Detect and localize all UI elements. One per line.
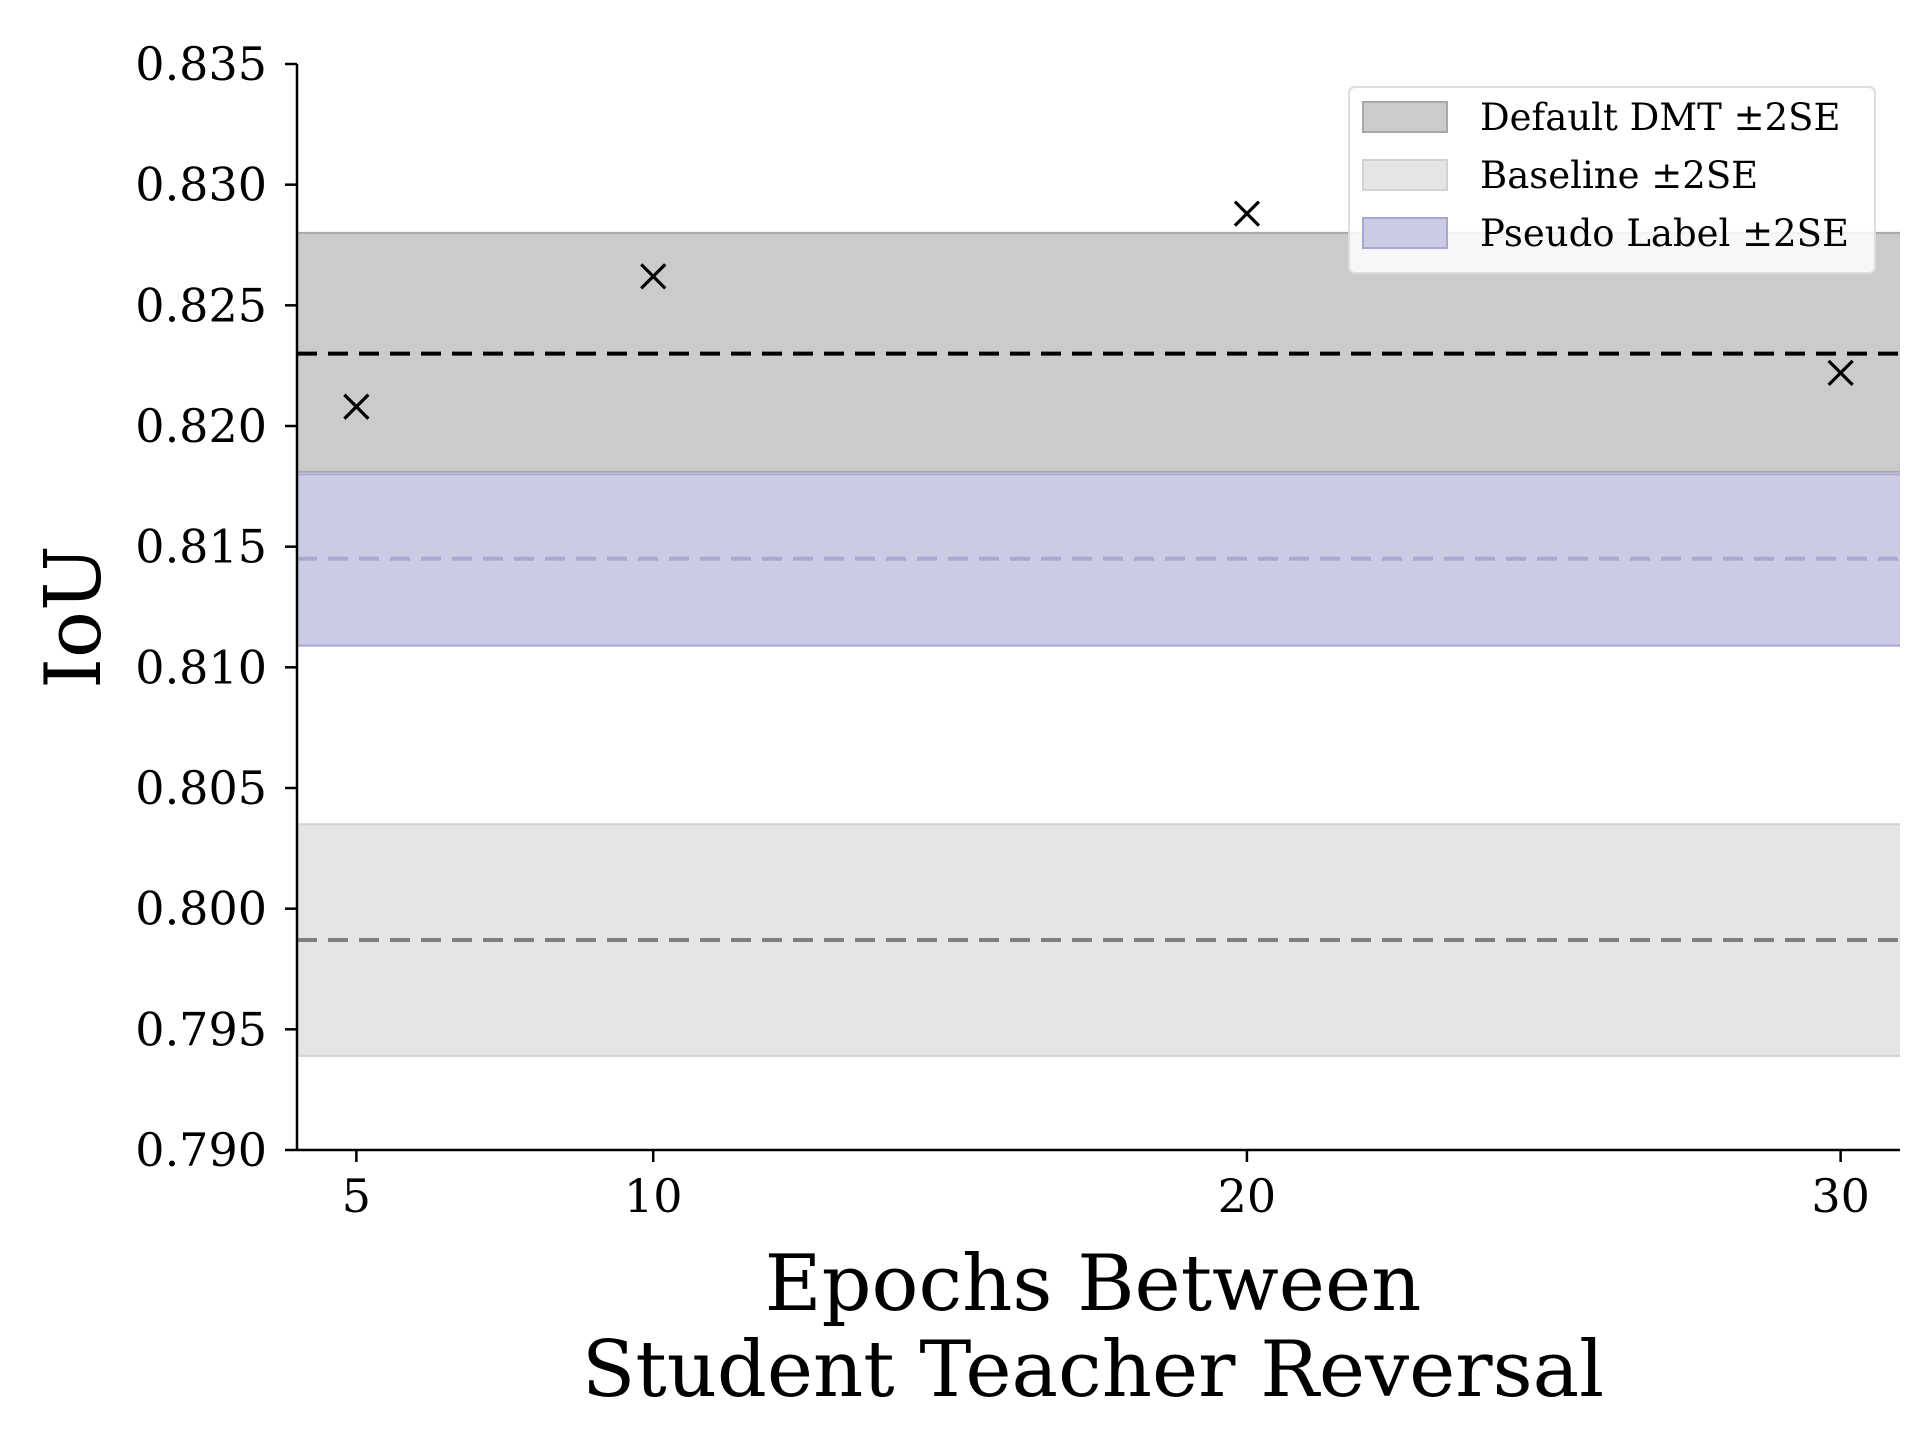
x-tick-label: 10 [624, 1169, 683, 1223]
legend-label-default-dmt: Default DMT ±2SE [1480, 96, 1841, 139]
band-baseline [297, 824, 1900, 1056]
x-axis-label-line-1: Epochs Between [765, 1239, 1422, 1329]
y-tick-label: 0.835 [135, 37, 267, 91]
y-axis-label: IoU [29, 545, 119, 689]
x-ticks: 5 10 20 30 [342, 1150, 1870, 1223]
y-tick-label: 0.805 [135, 761, 267, 815]
y-tick-label: 0.815 [135, 520, 267, 574]
data-point-x20 [1233, 200, 1261, 227]
y-tick-label: 0.800 [135, 882, 267, 936]
points-layer [343, 200, 1854, 420]
y-tick-label: 0.825 [135, 278, 267, 332]
legend-frame [1348, 86, 1876, 274]
legend-label-pseudo-label: Pseudo Label ±2SE [1480, 212, 1849, 255]
y-tick-label: 0.810 [135, 640, 267, 694]
y-tick-label: 0.830 [135, 158, 267, 212]
axes [295, 64, 1900, 1152]
legend-swatch-baseline [1362, 159, 1448, 191]
data-point-stroke-b [1233, 200, 1261, 227]
data-point-stroke-b [343, 393, 370, 420]
legend-swatch-pseudo-label [1362, 217, 1448, 249]
data-point-x5 [343, 393, 370, 420]
x-tick-label: 30 [1811, 1169, 1870, 1223]
legend: Default DMT ±2SE Baseline ±2SE Pseudo Labe… [1348, 86, 1876, 274]
y-ticks: 0.790 0.795 0.800 0.805 0.810 0.815 0.820 0.825… [135, 37, 297, 1177]
x-tick-label: 5 [342, 1169, 371, 1223]
data-point-stroke-b [1827, 359, 1854, 387]
x-axis-label-line-2: Student Teacher Reversal [582, 1325, 1604, 1415]
x-tick-label: 20 [1218, 1169, 1277, 1223]
y-tick-label: 0.795 [135, 1002, 267, 1056]
legend-swatch-default-dmt [1362, 101, 1448, 133]
data-point-stroke-b [640, 263, 667, 290]
data-point-x10 [640, 263, 667, 290]
bands-layer [297, 231, 1900, 1057]
legend-label-baseline: Baseline ±2SE [1480, 154, 1758, 197]
y-tick-label: 0.820 [135, 399, 267, 453]
data-point-x30 [1827, 359, 1854, 387]
band-pseudo-label [297, 474, 1900, 646]
y-tick-label: 0.790 [135, 1123, 267, 1177]
